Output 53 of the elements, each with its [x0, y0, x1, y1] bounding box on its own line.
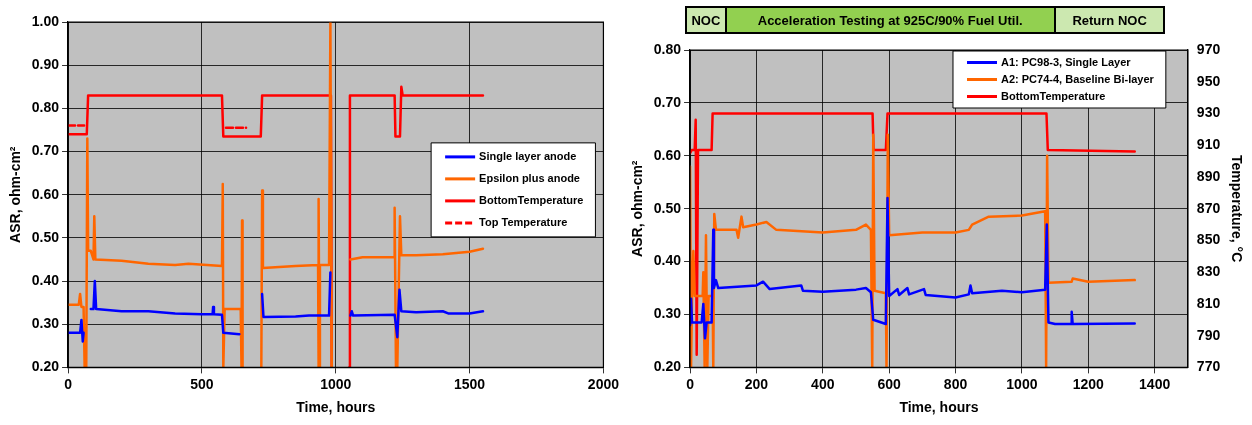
y2-tick-label: 970	[1196, 40, 1221, 57]
x-axis-title: Time, hours	[899, 399, 979, 416]
y-tick-label: 0.20	[653, 358, 682, 375]
y-tick-label: 0.80	[653, 40, 682, 57]
phase-banner: NOC Acceleration Testing at 925C/90% Fuel Util. Return NOC	[685, 6, 1166, 34]
x-tick-label: 500	[190, 375, 214, 392]
legend-label: A2: PC74-4, Baseline Bi-layer	[1001, 72, 1155, 85]
legend-label: A1: PC98-3, Single Layer	[1001, 55, 1132, 68]
x-tick-label: 1500	[454, 375, 486, 392]
y-tick-label: 0.70	[653, 93, 682, 110]
y-tick-label: 0.90	[31, 56, 60, 73]
y-tick-label: 0.50	[653, 199, 682, 216]
x-tick-label: 1400	[1139, 375, 1171, 392]
y-tick-label: 1.00	[31, 12, 60, 29]
x-tick-label: 1000	[1006, 375, 1038, 392]
y2-tick-label: 770	[1196, 358, 1221, 375]
x-tick-label: 0	[686, 375, 695, 392]
x-tick-label: 2000	[587, 375, 620, 392]
x-tick-label: 800	[943, 375, 968, 392]
y-tick-label: 0.20	[31, 358, 60, 375]
y2-tick-label: 850	[1196, 231, 1221, 248]
y-axis-title: ASR, ohm-cm²	[629, 160, 646, 257]
y2-tick-label: 790	[1196, 326, 1221, 343]
y-tick-label: 0.30	[653, 305, 682, 322]
y2-tick-label: 950	[1196, 72, 1221, 89]
legend-label: Top Temperature	[479, 215, 568, 228]
y-tick-label: 0.30	[31, 315, 60, 332]
x-tick-label: 0	[64, 375, 73, 392]
y2-tick-label: 930	[1196, 104, 1221, 121]
y-tick-label: 0.80	[31, 99, 60, 116]
legend-label: Single layer anode	[479, 149, 577, 162]
x-tick-label: 400	[811, 375, 835, 392]
x-tick-label: 600	[877, 375, 902, 392]
x-tick-label: 200	[744, 375, 769, 392]
y2-axis-title: Temperature, °C	[1228, 155, 1245, 263]
legend-label: BottomTemperature	[1001, 89, 1106, 102]
y-tick-label: 0.60	[31, 185, 60, 202]
legend-label: Epsilon plus anode	[479, 171, 580, 184]
y2-tick-label: 810	[1196, 294, 1221, 311]
y2-tick-label: 870	[1196, 199, 1221, 216]
y2-tick-label: 910	[1196, 136, 1221, 153]
y2-tick-label: 890	[1196, 167, 1221, 184]
y-axis-title: ASR, ohm-cm²	[7, 146, 24, 243]
x-tick-label: 1000	[320, 375, 352, 392]
y-tick-label: 0.40	[31, 271, 60, 288]
y-tick-label: 0.70	[31, 142, 60, 159]
x-tick-label: 1200	[1072, 375, 1105, 392]
y-tick-label: 0.60	[653, 146, 682, 163]
y-tick-label: 0.40	[653, 252, 682, 269]
legend-label: BottomTemperature	[479, 193, 584, 206]
y-tick-label: 0.50	[31, 228, 60, 245]
x-axis-title: Time, hours	[296, 399, 376, 416]
y2-tick-label: 830	[1196, 263, 1221, 280]
